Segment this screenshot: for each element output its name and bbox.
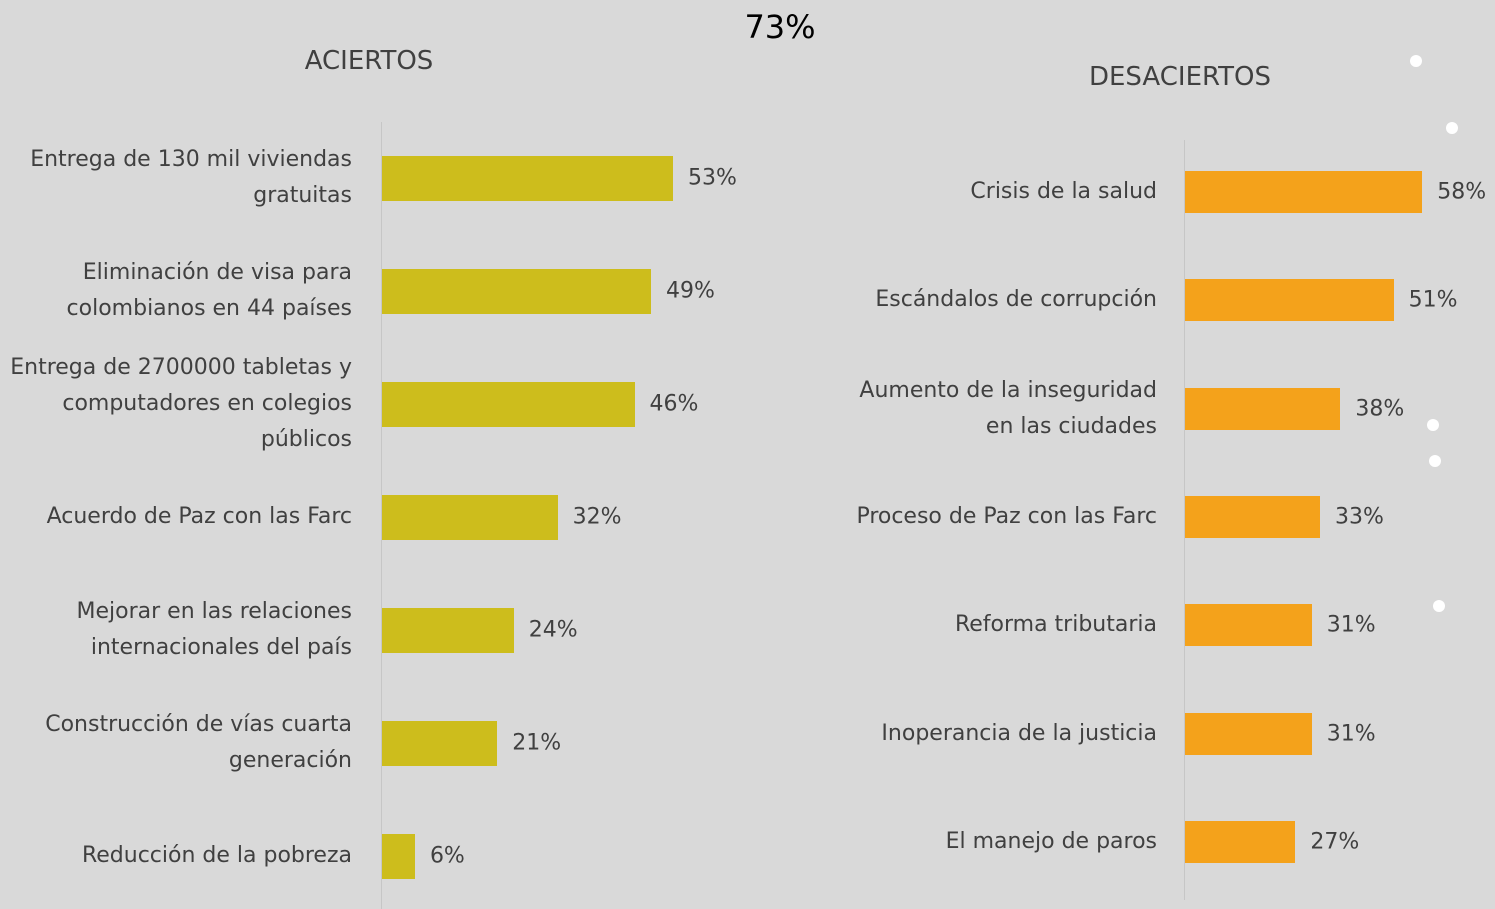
value-label: 51% [1408,287,1458,313]
chart-title: ACIERTOS [304,46,434,76]
bar [1185,171,1423,213]
bar [382,494,558,540]
axis-line [1184,140,1185,900]
category-label: Reducción de la pobreza [81,843,352,868]
bar [382,268,651,314]
category-label: Inoperancia de la justicia [881,720,1157,746]
value-label: 6% [429,843,465,869]
bar [1185,279,1394,322]
decor-dot [1433,600,1445,612]
value-label: 31% [1326,721,1376,746]
page-title: 73% [744,8,816,46]
value-label: 33% [1334,504,1384,530]
value-label: 21% [512,730,562,756]
category-label: Acuerdo de Paz con las Farc [46,504,352,529]
decor-dot [1427,419,1439,431]
bar [1185,820,1296,863]
bar [382,607,514,653]
value-label: 38% [1355,396,1405,422]
category-label: Escándalos de corrupción [875,287,1157,313]
bar [1185,387,1341,430]
category-label: Eliminación de visa para colombianos en … [66,260,352,321]
bar [382,381,635,427]
value-label: 53% [687,165,737,191]
chart-title: DESACIERTOS [1088,62,1272,92]
value-label: 58% [1437,179,1487,205]
decor-dot [1429,455,1441,467]
category-label: Entrega de 2700000 tabletas y computador… [10,355,352,452]
value-label: 27% [1310,829,1360,855]
value-label: 24% [528,617,578,643]
value-label: 49% [666,278,715,304]
value-label: 32% [572,504,622,530]
category-label: Crisis de la salud [970,179,1157,204]
category-label: El manejo de paros [945,828,1157,854]
value-label: 31% [1326,612,1376,638]
bar [1185,495,1320,538]
decor-dot [1446,122,1458,134]
value-label: 46% [649,391,699,417]
category-label: Entrega de 130 mil viviendas gratuitas [30,147,352,208]
category-label: Reforma tributaria [954,612,1157,638]
category-label: Proceso de Paz con las Farc [856,503,1157,529]
bar [382,155,673,201]
axis-line [381,122,382,909]
bar [1185,712,1312,755]
category-label: Aumento de la inseguridad en las ciudade… [859,377,1157,439]
bar [382,833,415,879]
decor-dot [1410,55,1422,67]
bar [1185,604,1312,647]
category-label: Mejorar en las relaciones internacionale… [76,599,352,660]
category-label: Construcción de vías cuarta generación [45,712,352,773]
bar [382,720,498,766]
